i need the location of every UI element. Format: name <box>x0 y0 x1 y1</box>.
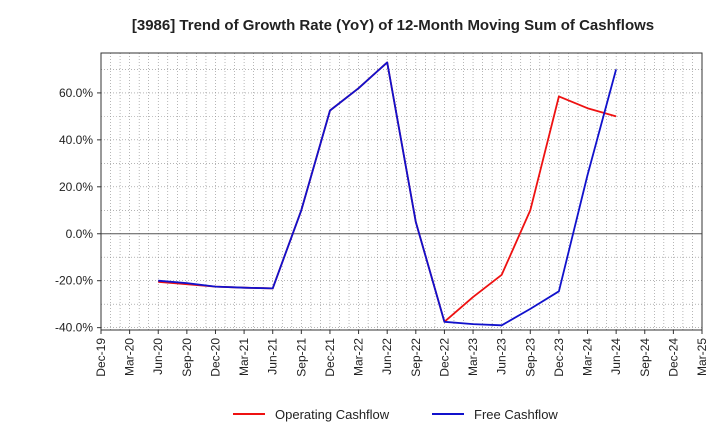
x-tick-label: Sep-20 <box>180 338 194 377</box>
x-tick-label: Mar-21 <box>237 338 251 376</box>
x-tick-label: Jun-21 <box>266 338 280 375</box>
legend-label: Free Cashflow <box>474 407 558 422</box>
x-tick-label: Dec-19 <box>94 338 108 377</box>
x-tick-label: Mar-22 <box>352 338 366 376</box>
x-tick-label: Dec-22 <box>437 338 451 377</box>
plot-area-frame <box>100 52 703 331</box>
grid <box>100 53 703 330</box>
series-group <box>158 61 617 327</box>
x-tick-label: Mar-23 <box>466 338 480 376</box>
y-axis: -40.0% -20.0% 0.0% 20.0% 40.0% 60.0% <box>55 86 101 335</box>
x-tick-label: Mar-24 <box>581 338 595 376</box>
x-tick-label: Jun-24 <box>609 338 623 375</box>
x-tick-label: Jun-23 <box>495 338 509 375</box>
x-tick-label: Sep-22 <box>409 338 423 377</box>
y-tick-label: 60.0% <box>59 86 93 100</box>
x-tick-label: Sep-23 <box>523 338 537 377</box>
legend: Operating Cashflow Free Cashflow <box>233 407 558 422</box>
y-tick-label: 20.0% <box>59 180 93 194</box>
x-tick-label: Sep-21 <box>294 338 308 377</box>
x-tick-label: Mar-25 <box>695 338 709 376</box>
y-tick-label: 40.0% <box>59 133 93 147</box>
x-tick-label: Jun-22 <box>380 338 394 375</box>
x-tick-label: Sep-24 <box>638 338 652 377</box>
x-tick-label: Dec-20 <box>208 338 222 377</box>
x-tick-label: Dec-24 <box>666 338 680 377</box>
legend-label: Operating Cashflow <box>275 407 390 422</box>
y-tick-label: -40.0% <box>55 321 93 335</box>
x-tick-label: Mar-20 <box>123 338 137 376</box>
x-tick-label: Dec-21 <box>323 338 337 377</box>
y-tick-label: -20.0% <box>55 274 93 288</box>
chart-title: [3986] Trend of Growth Rate (YoY) of 12-… <box>132 17 654 34</box>
x-tick-label: Jun-20 <box>151 338 165 375</box>
series-line-free-cashflow <box>158 61 617 327</box>
x-tick-label: Dec-23 <box>552 338 566 377</box>
x-axis: Dec-19 Mar-20 Jun-20 Sep-20 Dec-20 Mar-21 Jun-… <box>94 330 709 377</box>
y-tick-label: 0.0% <box>66 227 94 241</box>
